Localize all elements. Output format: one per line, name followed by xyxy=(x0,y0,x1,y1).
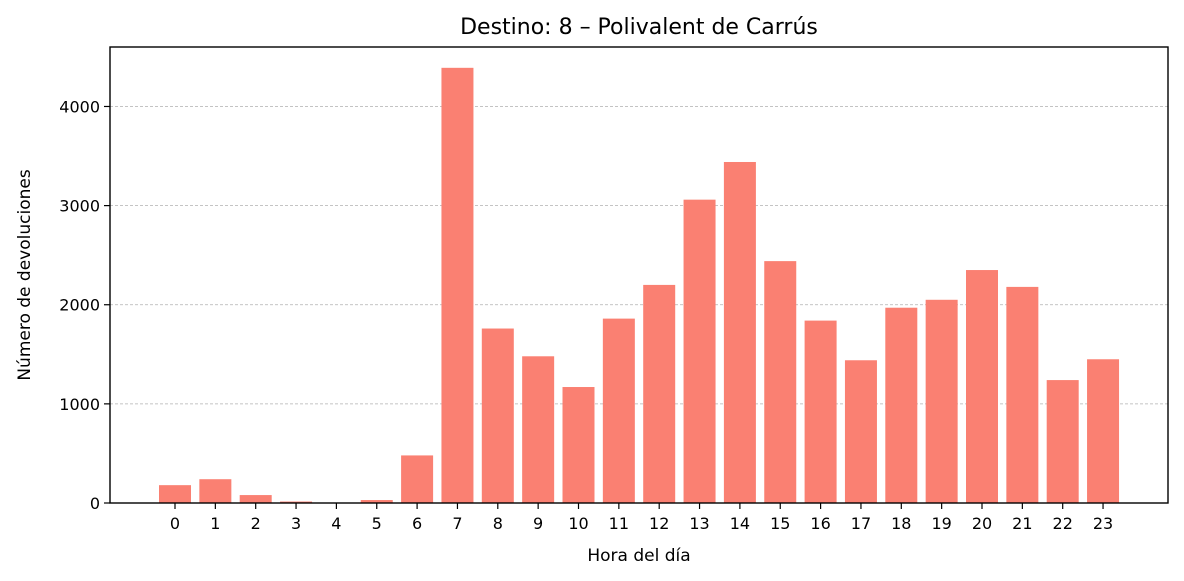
bar-hour-0 xyxy=(159,485,191,503)
x-tick-label: 2 xyxy=(251,514,261,533)
bar-hour-1 xyxy=(199,479,232,503)
bar-hour-16 xyxy=(804,320,837,503)
bar-hour-12 xyxy=(643,284,676,503)
x-tick-label: 10 xyxy=(568,514,588,533)
y-axis-label: Número de devoluciones xyxy=(15,169,35,380)
x-tick-label: 13 xyxy=(689,514,709,533)
x-tick-label: 7 xyxy=(452,514,462,533)
x-tick-label: 20 xyxy=(972,514,992,533)
bar-hour-13 xyxy=(683,199,716,503)
x-tick-label: 8 xyxy=(493,514,503,533)
x-tick-label: 11 xyxy=(609,514,629,533)
x-tick-label: 3 xyxy=(291,514,301,533)
x-tick-label: 17 xyxy=(851,514,871,533)
x-tick-label: 21 xyxy=(1012,514,1032,533)
x-tick-label: 0 xyxy=(170,514,180,533)
x-tick-label: 19 xyxy=(931,514,951,533)
bar-hour-18 xyxy=(885,307,918,503)
x-tick-label: 6 xyxy=(412,514,422,533)
x-tick-label: 16 xyxy=(810,514,830,533)
bar-hour-2 xyxy=(239,495,272,503)
x-tick-label: 15 xyxy=(770,514,790,533)
plot-frame xyxy=(109,46,1169,504)
bar-hour-5 xyxy=(360,500,393,503)
bar-hour-11 xyxy=(602,318,635,503)
x-tick-label: 14 xyxy=(730,514,750,533)
bar-hour-7 xyxy=(441,67,474,504)
bar-hour-23 xyxy=(1087,359,1120,503)
y-tick-label: 1000 xyxy=(59,395,100,414)
x-tick-label: 12 xyxy=(649,514,669,533)
x-tick-label: 4 xyxy=(331,514,341,533)
bar-hour-17 xyxy=(844,360,877,503)
bars xyxy=(159,67,1120,504)
x-tick-label: 23 xyxy=(1093,514,1113,533)
bar-hour-14 xyxy=(723,161,756,503)
y-tick-label: 4000 xyxy=(59,97,100,116)
y-tick-label: 0 xyxy=(90,494,100,513)
x-tick-label: 9 xyxy=(533,514,543,533)
bar-hour-10 xyxy=(562,387,595,503)
x-tick-label: 5 xyxy=(372,514,382,533)
x-tick-label: 1 xyxy=(210,514,220,533)
bar-hour-15 xyxy=(764,261,797,503)
bar-hour-20 xyxy=(966,270,998,503)
y-tick-label: 3000 xyxy=(59,197,100,216)
chart-title: Destino: 8 – Polivalent de Carrús xyxy=(460,15,818,40)
y-axis: 0 1000 2000 3000 4000 xyxy=(59,97,110,513)
bar-hour-9 xyxy=(522,356,555,503)
bar-hour-19 xyxy=(925,299,958,503)
y-tick-label: 2000 xyxy=(59,296,100,315)
x-tick-label: 18 xyxy=(891,514,911,533)
x-axis: 0 1 2 3 4 5 6 7 8 9 10 11 12 13 14 15 16 17 18 19 20 21 22 23 xyxy=(170,503,1113,533)
x-axis-label: Hora del día xyxy=(587,546,690,566)
bar-hour-8 xyxy=(481,328,514,503)
bar-hour-22 xyxy=(1046,380,1079,503)
bar-hour-6 xyxy=(401,455,434,503)
x-tick-label: 22 xyxy=(1053,514,1073,533)
bar-hour-3 xyxy=(280,501,313,503)
bar-hour-21 xyxy=(1006,286,1039,503)
